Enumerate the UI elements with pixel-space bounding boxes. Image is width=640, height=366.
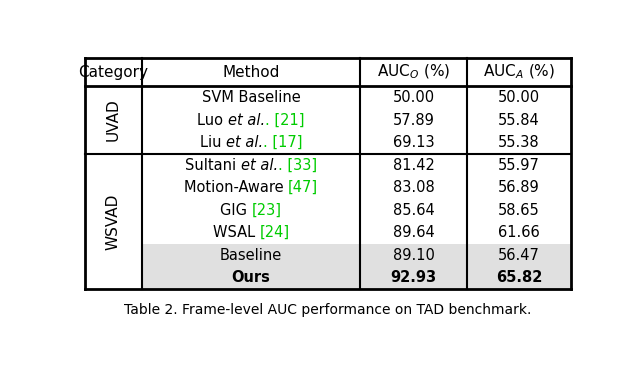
Text: 89.10: 89.10 — [392, 248, 435, 263]
Text: 50.00: 50.00 — [392, 90, 435, 105]
Text: 81.42: 81.42 — [392, 158, 435, 173]
Text: . [33]: . [33] — [278, 158, 317, 173]
Text: 85.64: 85.64 — [393, 203, 435, 218]
Text: et al.: et al. — [226, 135, 263, 150]
Text: 55.38: 55.38 — [498, 135, 540, 150]
Text: 92.93: 92.93 — [390, 270, 436, 285]
Text: 55.84: 55.84 — [498, 112, 540, 127]
Bar — [142, 244, 571, 266]
Text: 65.82: 65.82 — [496, 270, 542, 285]
Text: 50.00: 50.00 — [498, 90, 540, 105]
Text: [23]: [23] — [252, 203, 282, 218]
Text: WSAL: WSAL — [212, 225, 259, 240]
Text: Liu: Liu — [200, 135, 226, 150]
Text: Category: Category — [79, 65, 148, 79]
Text: 83.08: 83.08 — [393, 180, 435, 195]
Text: SVM Baseline: SVM Baseline — [202, 90, 301, 105]
Text: 58.65: 58.65 — [498, 203, 540, 218]
Text: 61.66: 61.66 — [498, 225, 540, 240]
Text: WSVAD: WSVAD — [106, 193, 121, 250]
Bar — [142, 266, 571, 289]
Text: Luo: Luo — [198, 112, 228, 127]
Text: Method: Method — [223, 65, 280, 79]
Text: 55.97: 55.97 — [498, 158, 540, 173]
Text: 89.64: 89.64 — [393, 225, 435, 240]
Text: 56.47: 56.47 — [498, 248, 540, 263]
Text: . [17]: . [17] — [263, 135, 303, 150]
Text: Motion-Aware: Motion-Aware — [184, 180, 288, 195]
Text: Sultani: Sultani — [185, 158, 241, 173]
Text: 56.89: 56.89 — [498, 180, 540, 195]
Text: GIG: GIG — [220, 203, 252, 218]
Text: [24]: [24] — [259, 225, 289, 240]
Text: AUC$_O$ (%): AUC$_O$ (%) — [377, 63, 450, 81]
Text: 57.89: 57.89 — [392, 112, 435, 127]
Text: 69.13: 69.13 — [393, 135, 435, 150]
Text: Table 2. Frame-level AUC performance on TAD benchmark.: Table 2. Frame-level AUC performance on … — [124, 303, 532, 317]
Text: et al.: et al. — [228, 112, 265, 127]
Text: [47]: [47] — [288, 180, 318, 195]
Text: UVAD: UVAD — [106, 98, 121, 141]
Text: AUC$_A$ (%): AUC$_A$ (%) — [483, 63, 555, 81]
Text: et al.: et al. — [241, 158, 278, 173]
Text: Baseline: Baseline — [220, 248, 282, 263]
Text: Ours: Ours — [232, 270, 271, 285]
Text: . [21]: . [21] — [265, 112, 305, 127]
